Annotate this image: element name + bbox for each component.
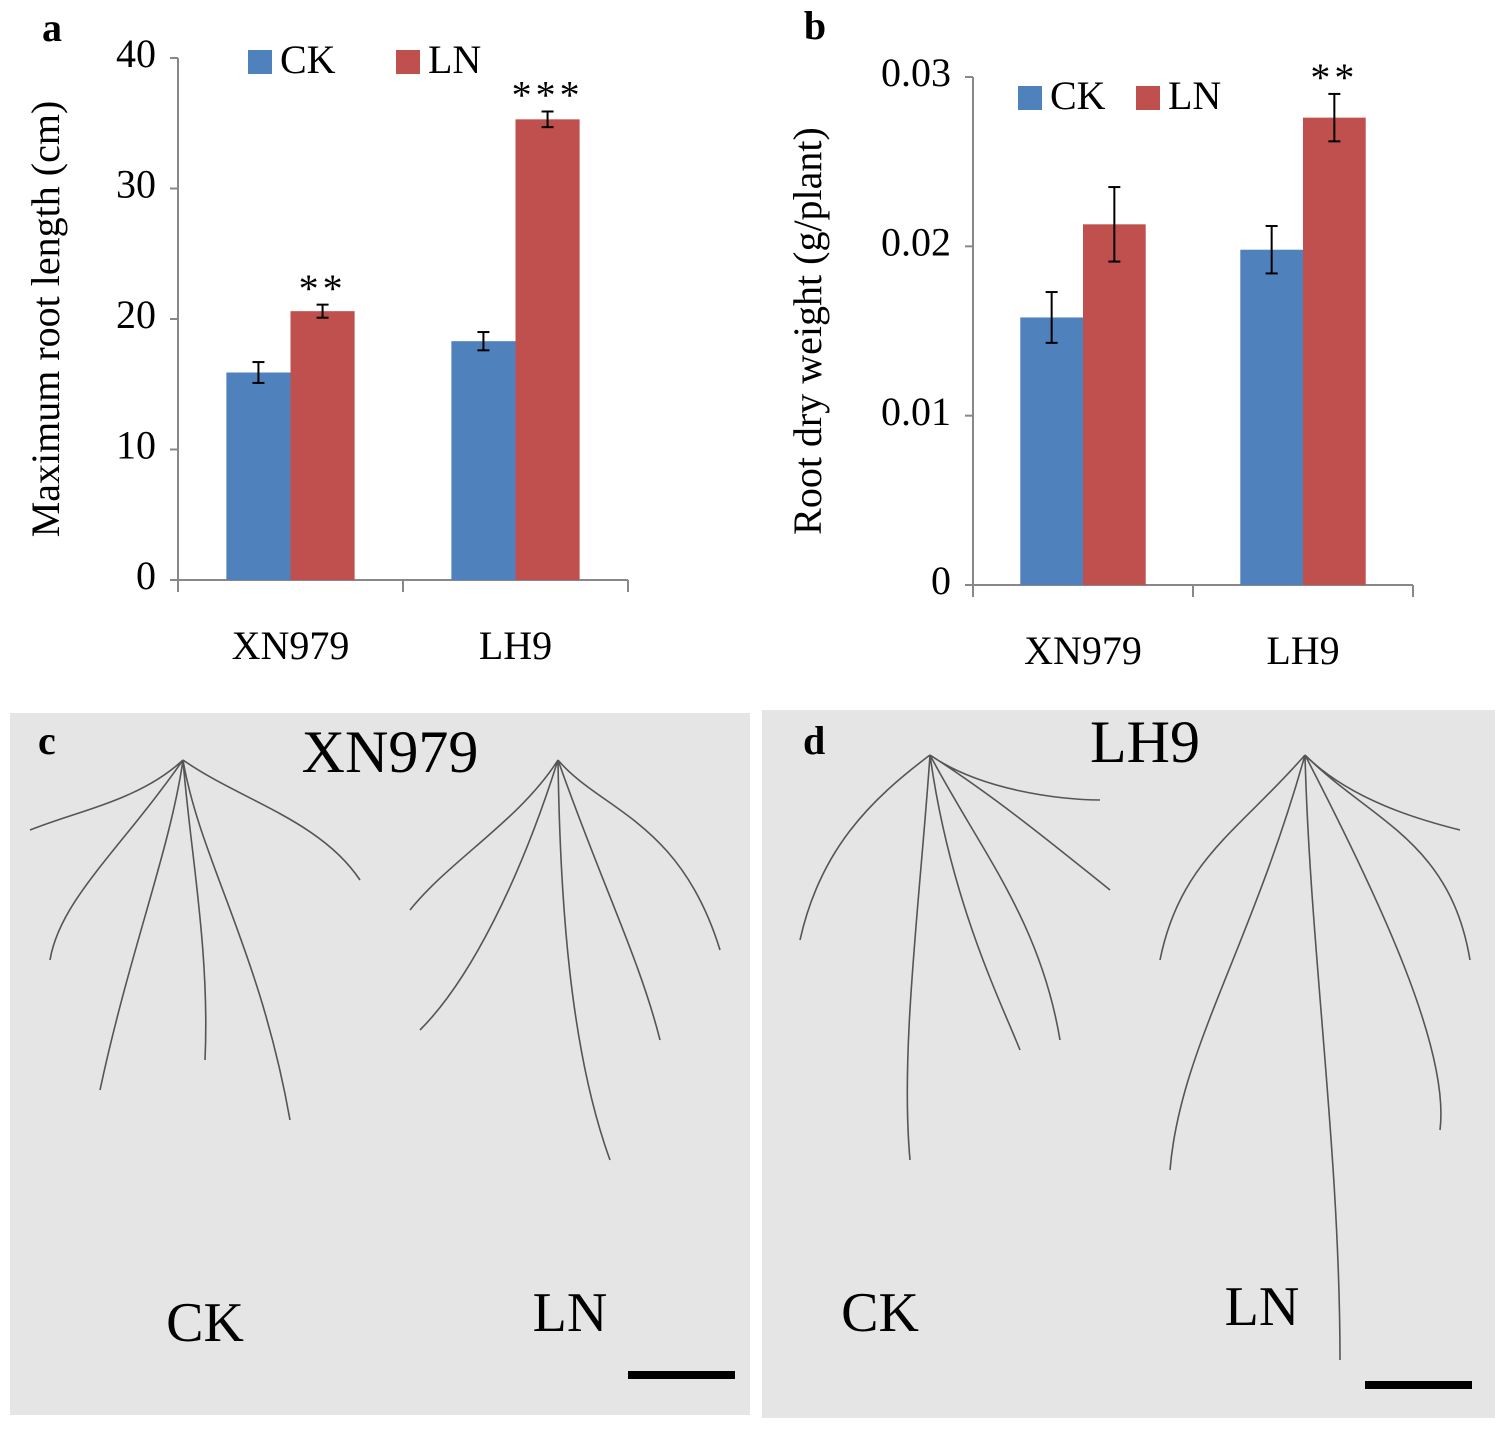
x-tick-label: XN979 (1024, 628, 1142, 673)
photo-label: LN (533, 1282, 608, 1344)
y-tick-label: 30 (116, 162, 156, 207)
photo-title: LH9 (1090, 709, 1200, 775)
root-drawing (29, 754, 1471, 1361)
y-tick-label: 0.02 (881, 220, 951, 265)
legend-label: CK (280, 37, 336, 82)
y-tick-label: 40 (116, 31, 156, 76)
bar (451, 341, 516, 580)
photo-label: CK (841, 1282, 919, 1344)
significance: ** (299, 266, 347, 311)
significance: *** (512, 73, 584, 118)
bar (1020, 317, 1083, 585)
panel-label: c (38, 718, 56, 763)
legend-label: CK (1050, 73, 1106, 118)
y-tick-label: 10 (116, 423, 156, 468)
y-axis-label: Root dry weight (g/plant) (785, 127, 830, 535)
panel-label: b (804, 3, 826, 48)
legend-swatch (1018, 86, 1042, 110)
bar (226, 372, 291, 580)
bar (515, 119, 580, 581)
photo-panel (10, 713, 750, 1415)
bar (1240, 249, 1303, 585)
error-bar (252, 361, 265, 384)
photo-label: LN (1225, 1276, 1300, 1338)
error-bar (1045, 291, 1058, 344)
panel-label: d (803, 718, 825, 763)
bar (1083, 224, 1146, 585)
x-tick-label: XN979 (232, 623, 350, 668)
legend-label: LN (428, 37, 481, 82)
error-bar (316, 303, 329, 319)
legend-swatch (1136, 86, 1160, 110)
legend-swatch (248, 50, 272, 74)
y-tick-label: 0.01 (881, 389, 951, 434)
bar (290, 311, 355, 580)
y-tick-label: 0 (136, 553, 156, 598)
error-bar (541, 110, 554, 129)
photo-title: XN979 (302, 719, 479, 785)
y-tick-label: 20 (116, 292, 156, 337)
y-tick-label: 0.03 (881, 50, 951, 95)
y-axis-label: Maximum root length (cm) (23, 101, 68, 538)
error-bar (1265, 225, 1278, 275)
legend-swatch (396, 50, 420, 74)
x-tick-label: LH9 (479, 623, 552, 668)
error-bar (1108, 186, 1121, 263)
legend-label: LN (1168, 73, 1221, 118)
error-bar (1328, 92, 1341, 143)
bar (1303, 117, 1366, 585)
panel-label: a (42, 5, 62, 50)
y-tick-label: 0 (931, 558, 951, 603)
x-tick-label: LH9 (1266, 628, 1339, 673)
error-bar (477, 331, 490, 352)
significance: ** (1310, 55, 1358, 100)
photo-panel (762, 710, 1495, 1418)
photo-label: CK (166, 1292, 244, 1354)
